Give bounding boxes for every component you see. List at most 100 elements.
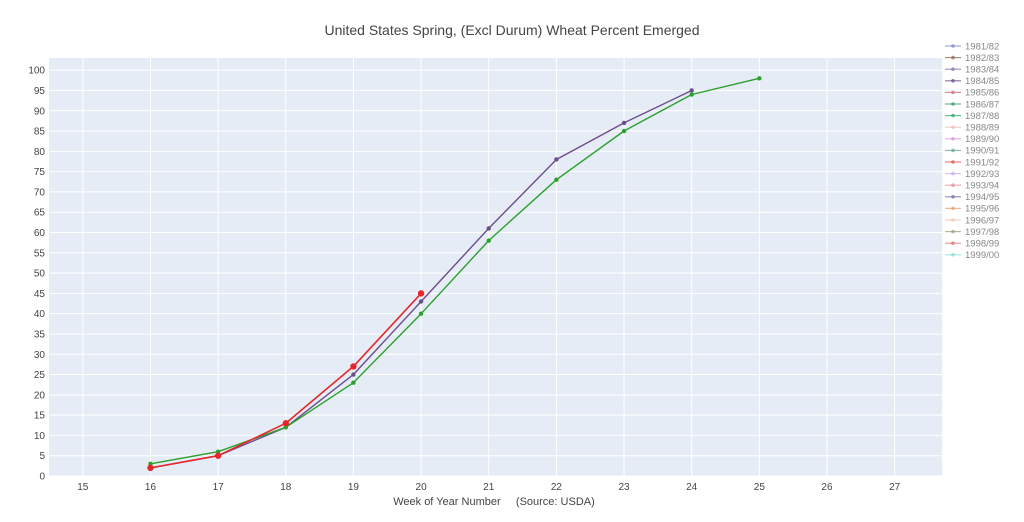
y-tick-label: 45	[34, 289, 46, 300]
data-point[interactable]	[554, 157, 559, 162]
legend-label: 1990/91	[965, 146, 999, 157]
y-tick-label: 5	[39, 451, 45, 462]
x-tick-label: 20	[416, 482, 428, 493]
data-point[interactable]	[621, 120, 627, 126]
series-3	[147, 290, 425, 472]
data-point[interactable]	[350, 363, 357, 370]
series-layer	[147, 76, 762, 472]
y-tick-label: 0	[39, 472, 45, 483]
legend-swatch-marker	[951, 90, 955, 95]
y-tick-label: 30	[34, 350, 46, 361]
x-tick-label: 25	[754, 482, 766, 493]
y-tick-label: 95	[34, 86, 46, 97]
legend-label: 1982/83	[965, 53, 999, 64]
x-tick-label: 15	[77, 482, 89, 493]
legend-item[interactable]: 1986/87	[945, 99, 999, 110]
y-tick-label: 55	[34, 248, 46, 259]
legend-swatch-marker	[951, 183, 955, 187]
data-point[interactable]	[554, 177, 559, 182]
legend-label: 1985/86	[965, 88, 999, 99]
legend-label: 1994/95	[965, 192, 999, 203]
legend-label: 1988/89	[965, 123, 999, 134]
legend-label: 1995/96	[965, 204, 999, 215]
legend-item[interactable]: 1984/85	[945, 76, 999, 87]
y-tick-label: 65	[34, 208, 46, 219]
legend-item[interactable]: 1985/86	[945, 88, 999, 99]
x-tick-label: 19	[348, 482, 360, 493]
legend-item[interactable]: 1997/98	[945, 227, 999, 238]
y-tick-label: 100	[28, 66, 45, 77]
y-tick-label: 70	[34, 187, 46, 198]
legend-swatch-marker	[951, 206, 955, 211]
data-point[interactable]	[689, 92, 694, 97]
y-tick-label: 20	[34, 390, 46, 401]
legend-label: 1998/99	[965, 239, 999, 250]
legend-item[interactable]: 1992/93	[945, 169, 999, 180]
legend-item[interactable]: 1988/89	[945, 123, 999, 134]
y-tick-label: 10	[34, 431, 46, 442]
data-point[interactable]	[147, 464, 154, 472]
data-point[interactable]	[351, 380, 356, 385]
legend-item[interactable]: 1990/91	[945, 146, 999, 157]
data-point[interactable]	[486, 238, 491, 243]
legend-item[interactable]: 1989/90	[945, 134, 999, 145]
x-tick-label: 21	[483, 482, 495, 493]
data-point[interactable]	[282, 420, 289, 427]
y-tick-label: 85	[34, 127, 46, 138]
data-point[interactable]	[689, 88, 694, 93]
legend-label: 1983/84	[965, 65, 999, 76]
legend-swatch-marker	[951, 113, 955, 118]
legend-swatch-marker	[951, 67, 955, 71]
legend-swatch-marker	[951, 137, 955, 141]
legend-swatch-marker	[951, 253, 955, 257]
legend-swatch-marker	[951, 195, 955, 199]
grid-lines	[49, 58, 942, 477]
x-tick-label: 22	[551, 482, 563, 493]
legend-label: 1989/90	[965, 134, 999, 145]
legend-item[interactable]: 1994/95	[945, 192, 999, 203]
y-tick-label: 60	[34, 228, 46, 239]
x-tick-label: 26	[821, 482, 833, 493]
data-point[interactable]	[757, 76, 762, 81]
legend-swatch-marker	[951, 229, 955, 234]
data-point[interactable]	[351, 372, 356, 377]
data-point[interactable]	[621, 128, 627, 134]
y-tick-label: 90	[34, 106, 46, 117]
legend-label: 1987/88	[965, 111, 999, 122]
data-point[interactable]	[486, 226, 491, 231]
x-tick-label: 24	[686, 482, 698, 493]
legend-swatch-marker	[951, 102, 955, 106]
legend-item[interactable]: 1982/83	[945, 53, 999, 64]
x-tick-label: 16	[145, 482, 157, 493]
x-tick-label: 23	[618, 482, 630, 493]
legend-label: 1997/98	[965, 227, 999, 238]
data-point[interactable]	[418, 299, 424, 304]
legend-item[interactable]: 1993/94	[945, 181, 999, 192]
legend-item[interactable]: 1981/82	[945, 41, 999, 52]
legend-item[interactable]: 1987/88	[945, 111, 999, 122]
legend-item[interactable]: 1991/92	[945, 157, 999, 168]
legend-swatch-marker	[951, 79, 955, 83]
legend-swatch-marker	[951, 55, 955, 60]
data-point[interactable]	[417, 290, 425, 297]
legend-item[interactable]: 1999/00	[945, 250, 999, 261]
legend-swatch-marker	[951, 125, 955, 129]
data-point[interactable]	[418, 311, 424, 316]
x-tick-label: 18	[280, 482, 292, 493]
legend[interactable]: 1981/821982/831983/841984/851985/861986/…	[945, 41, 999, 261]
legend-swatch-marker	[951, 218, 955, 222]
chart-title: United States Spring, (Excl Durum) Wheat…	[324, 22, 699, 38]
legend-item[interactable]: 1998/99	[945, 239, 999, 250]
legend-swatch-marker	[951, 160, 955, 164]
legend-label: 1984/85	[965, 76, 999, 87]
legend-item[interactable]: 1983/84	[945, 65, 999, 76]
legend-item[interactable]: 1995/96	[945, 204, 999, 215]
y-tick-label: 75	[34, 167, 46, 178]
legend-item[interactable]: 1996/97	[945, 215, 999, 226]
x-axis: 15 16 17 18 19 20 21 22 23 24 25 26 27	[77, 482, 900, 493]
y-axis: 0 5 10 15 20 25 30 35 40 45 50 55 60 65 70 75 80 85 90 95 10…	[28, 66, 45, 483]
legend-label: 1996/97	[965, 215, 999, 226]
y-tick-label: 25	[34, 370, 46, 381]
data-point[interactable]	[214, 452, 222, 459]
